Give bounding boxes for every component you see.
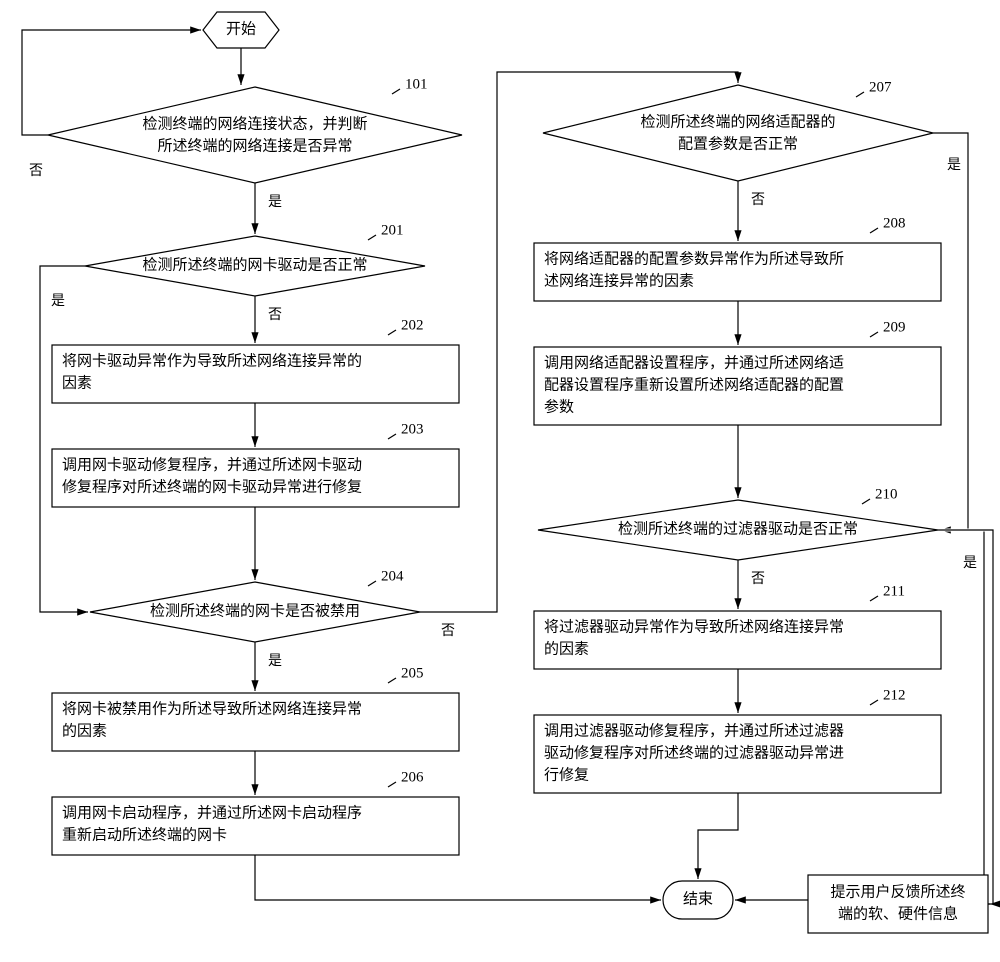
d201-line1: 检测所述终端的网卡驱动是否正常 xyxy=(142,256,367,273)
start-terminal: 开始 xyxy=(203,12,279,48)
p212-line3: 行修复 xyxy=(544,766,589,784)
d210-no-label: 否 xyxy=(751,572,765,587)
p209-line2: 配器设置程序重新设置所述网络适配器的配置 xyxy=(544,377,844,394)
p209-num: 209 xyxy=(883,319,906,335)
p211-num: 211 xyxy=(883,583,905,599)
pfeedback-line2: 端的软、硬件信息 xyxy=(838,905,958,922)
edge-p212-end xyxy=(698,793,738,879)
d207-line2: 配置参数是否正常 xyxy=(678,135,798,152)
d207-num: 207 xyxy=(869,79,892,95)
p212-line2: 驱动修复程序对所述终端的过滤器驱动异常进 xyxy=(544,744,844,762)
p206-line2: 重新启动所述终端的网卡 xyxy=(62,827,227,844)
d204-no-label: 否 xyxy=(441,624,455,639)
p203-line2: 修复程序对所述终端的网卡驱动异常进行修复 xyxy=(62,478,362,496)
p211-line1: 将过滤器驱动异常作为导致所述网络连接异常 xyxy=(544,619,844,636)
pfeedback-line1: 提示用户反馈所述终 xyxy=(830,883,965,900)
p203-line1: 调用网卡驱动修复程序，并通过所述网卡驱动 xyxy=(62,456,362,474)
p208-num: 208 xyxy=(883,215,906,231)
d210-num: 210 xyxy=(875,486,898,502)
d210-yes-label: 是 xyxy=(963,556,977,571)
edge-d207-yes xyxy=(933,133,968,530)
d207-line1: 检测所述终端的网络适配器的 xyxy=(640,113,835,130)
end-label: 结束 xyxy=(683,890,713,907)
edge-d210-yes-1 xyxy=(938,530,990,904)
d204-yes-label: 是 xyxy=(268,654,282,669)
p208-line1: 将网络适配器的配置参数异常作为所述导致所 xyxy=(544,251,844,268)
p202-line1: 将网卡驱动异常作为导致所述网络连接异常的 xyxy=(62,353,362,370)
decision-207: 检测所述终端的网络适配器的 配置参数是否正常 207 xyxy=(543,79,933,181)
d101-num: 101 xyxy=(405,76,428,92)
p203-num: 203 xyxy=(401,421,424,437)
d101-yes-label: 是 xyxy=(268,195,282,210)
p212-line1: 调用过滤器驱动修复程序，并通过所述过滤器 xyxy=(544,722,844,740)
d204-num: 204 xyxy=(381,568,404,584)
d101-line2: 所述终端的网络连接是否异常 xyxy=(157,137,352,154)
d101-line1: 检测终端的网络连接状态，并判断 xyxy=(142,115,367,132)
p206-num: 206 xyxy=(401,769,424,785)
d201-no-label: 否 xyxy=(268,308,282,323)
decision-101: 检测终端的网络连接状态，并判断 所述终端的网络连接是否异常 101 xyxy=(48,76,462,183)
d207-no-label: 否 xyxy=(751,193,765,208)
edge-d201-yes xyxy=(40,266,88,612)
p206-line1: 调用网卡启动程序，并通过所述网卡启动程序 xyxy=(62,805,362,822)
p211-line2: 的因素 xyxy=(544,641,589,658)
p205-line1: 将网卡被禁用作为所述导致所述网络连接异常 xyxy=(62,701,362,718)
erase xyxy=(938,530,993,904)
process-feedback: 提示用户反馈所述终 端的软、硬件信息 xyxy=(808,875,988,933)
p202-num: 202 xyxy=(401,317,424,333)
end-terminal: 结束 xyxy=(663,881,733,919)
start-label: 开始 xyxy=(226,20,256,37)
d201-num: 201 xyxy=(381,222,404,238)
p212-num: 212 xyxy=(883,687,906,703)
d207-yes-label: 是 xyxy=(947,158,961,173)
p209-line3: 参数 xyxy=(544,399,574,416)
p205-line2: 的因素 xyxy=(62,723,107,740)
p209-line1: 调用网络适配器设置程序，并通过所述网络适 xyxy=(544,355,844,372)
p208-line2: 述网络连接异常的因素 xyxy=(544,273,694,290)
p205-num: 205 xyxy=(401,665,424,681)
d210-line1: 检测所述终端的过滤器驱动是否正常 xyxy=(618,520,858,537)
p202-line2: 因素 xyxy=(62,375,92,392)
d204-line1: 检测所述终端的网卡是否被禁用 xyxy=(150,602,360,619)
d201-yes-label: 是 xyxy=(51,294,65,309)
edge-d210-yes-final xyxy=(938,530,993,904)
d101-no-label: 否 xyxy=(29,164,43,179)
edge-p206-end xyxy=(255,855,661,900)
